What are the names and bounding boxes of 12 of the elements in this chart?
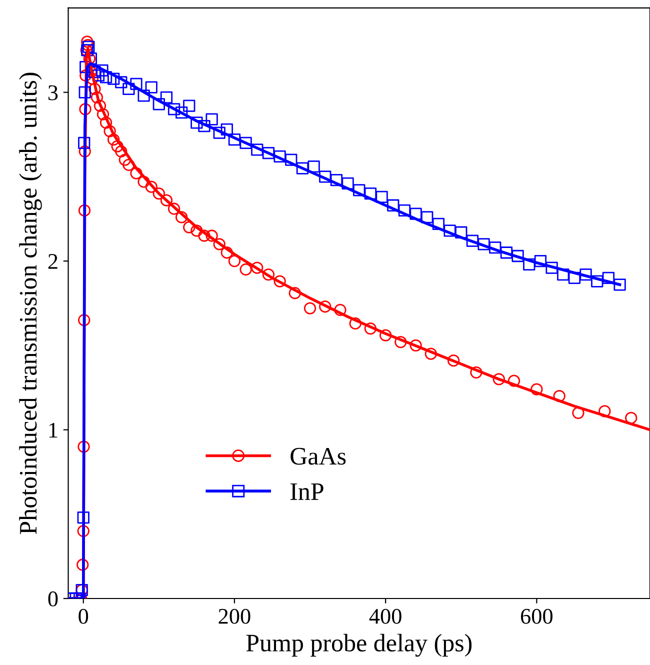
legend-label: InP [290,483,324,500]
y-tick-label: 0 [48,591,58,606]
y-tick-label: 2 [48,254,58,269]
y-tick-label: 3 [48,85,58,100]
x-tick-label: 200 [218,608,250,624]
x-tick-label: 400 [369,608,402,624]
x-axis-title: Pump probe delay (ps) [246,634,472,657]
x-tick-label: 600 [520,608,552,624]
y-axis-title: Photoinduced transmission change (arb. units) [19,72,42,534]
y-tick-label: 1 [49,422,58,438]
x-tick-label: 0 [78,608,88,624]
legend-label: GaAs [290,448,346,465]
